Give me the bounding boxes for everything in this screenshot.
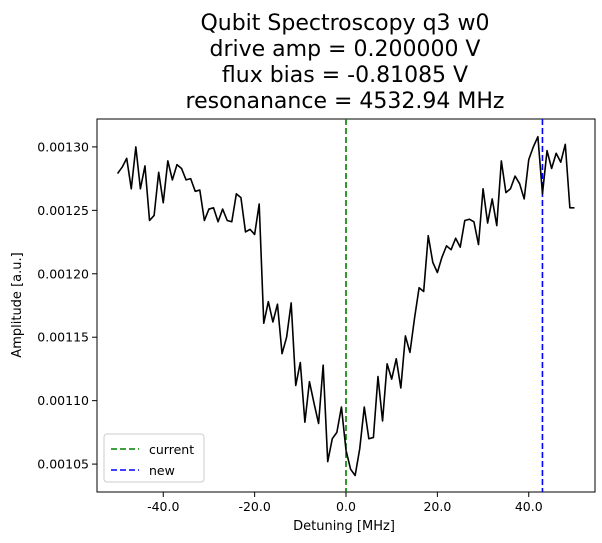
y-tick-label: 0.00130 bbox=[37, 139, 89, 154]
x-tick-label: 0.0 bbox=[336, 499, 356, 514]
legend: current new bbox=[103, 433, 205, 483]
x-axis-label: Detuning [MHz] bbox=[293, 519, 395, 534]
y-tick-label: 0.00120 bbox=[37, 266, 89, 281]
y-tick-label: 0.00125 bbox=[37, 203, 89, 218]
series-group bbox=[116, 135, 575, 477]
x-tick-label: 20.0 bbox=[423, 499, 451, 514]
title-line-4: resonanance = 4532.94 MHz bbox=[186, 89, 505, 114]
y-axis-ticks: 0.00105 0.00110 0.00115 0.00120 0.00125 0.001… bbox=[37, 139, 97, 472]
reference-lines bbox=[345, 119, 544, 492]
title-line-2: drive amp = 0.200000 V bbox=[210, 37, 481, 62]
legend-label-current: current bbox=[149, 442, 194, 457]
x-tick-label: 40.0 bbox=[515, 499, 543, 514]
title-line-1: Qubit Spectroscopy q3 w0 bbox=[200, 11, 489, 36]
legend-label-new: new bbox=[149, 463, 175, 478]
title-line-3: flux bias = -0.81085 V bbox=[222, 63, 468, 88]
y-axis-label: Amplitude [a.u.] bbox=[10, 252, 25, 357]
x-tick-label: -20.0 bbox=[238, 499, 270, 514]
x-axis-ticks: -40.0 -20.0 0.0 20.0 40.0 bbox=[147, 492, 543, 514]
y-tick-label: 0.00110 bbox=[37, 393, 89, 408]
chart-title: Qubit Spectroscopy q3 w0 drive amp = 0.2… bbox=[186, 11, 505, 114]
y-tick-label: 0.00105 bbox=[37, 457, 89, 472]
y-tick-label: 0.00115 bbox=[37, 330, 89, 345]
x-tick-label: -40.0 bbox=[147, 499, 179, 514]
series-line-amplitude bbox=[116, 135, 575, 477]
